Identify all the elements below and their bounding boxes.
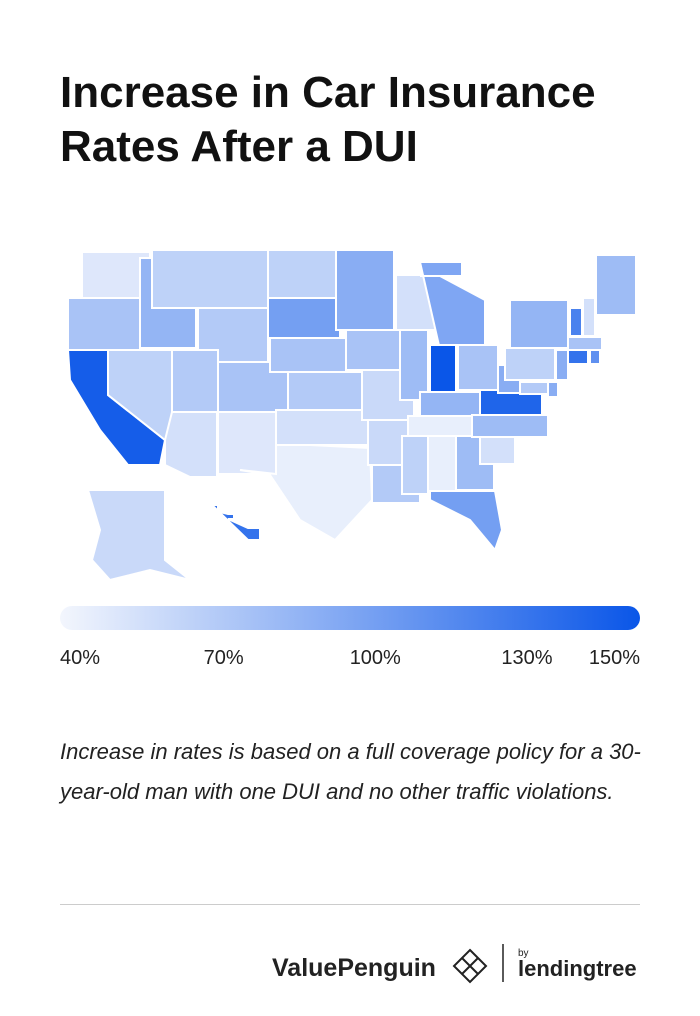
state [217, 411, 277, 475]
state [287, 371, 364, 411]
state [471, 414, 549, 438]
state [479, 433, 516, 465]
state [509, 299, 569, 349]
state [171, 349, 219, 413]
state [429, 490, 504, 552]
state [567, 336, 603, 351]
state [401, 435, 429, 495]
by: by [518, 948, 529, 959]
state [589, 349, 601, 365]
state [418, 261, 486, 351]
state [275, 409, 376, 446]
state [151, 249, 269, 309]
legend-label: 70% [204, 647, 244, 669]
state [335, 249, 395, 331]
legend-label: 40% [60, 647, 100, 669]
state [427, 435, 457, 492]
divider [60, 904, 640, 905]
state [569, 307, 583, 337]
footer-logos: ValuePenguin by lendingtree [272, 944, 637, 984]
legend-label: 150% [589, 647, 640, 669]
state [67, 297, 141, 351]
state [239, 444, 374, 542]
state [86, 489, 191, 582]
state [209, 504, 261, 541]
state [547, 381, 559, 398]
title: Increase in Car Insurance Rates After a … [60, 68, 596, 171]
state [164, 411, 218, 478]
map: 40% 70% 100% 130% 150% [60, 249, 640, 669]
state [595, 254, 637, 316]
brand: ValuePenguin [272, 954, 436, 982]
state [345, 329, 401, 371]
legend-bar [60, 606, 640, 630]
state [399, 329, 429, 401]
state [567, 349, 589, 365]
state [555, 349, 569, 381]
state [267, 249, 337, 299]
state [457, 344, 499, 391]
note: Increase in rates is based on a full cov… [60, 739, 641, 804]
state [269, 337, 351, 373]
partner: lendingtree [518, 956, 637, 981]
state [429, 344, 457, 396]
brand-icon [452, 948, 488, 984]
state [519, 381, 549, 395]
legend-label: 130% [501, 647, 552, 669]
state [267, 297, 341, 339]
state [504, 347, 556, 381]
legend-label: 100% [350, 647, 401, 669]
state [582, 297, 596, 337]
